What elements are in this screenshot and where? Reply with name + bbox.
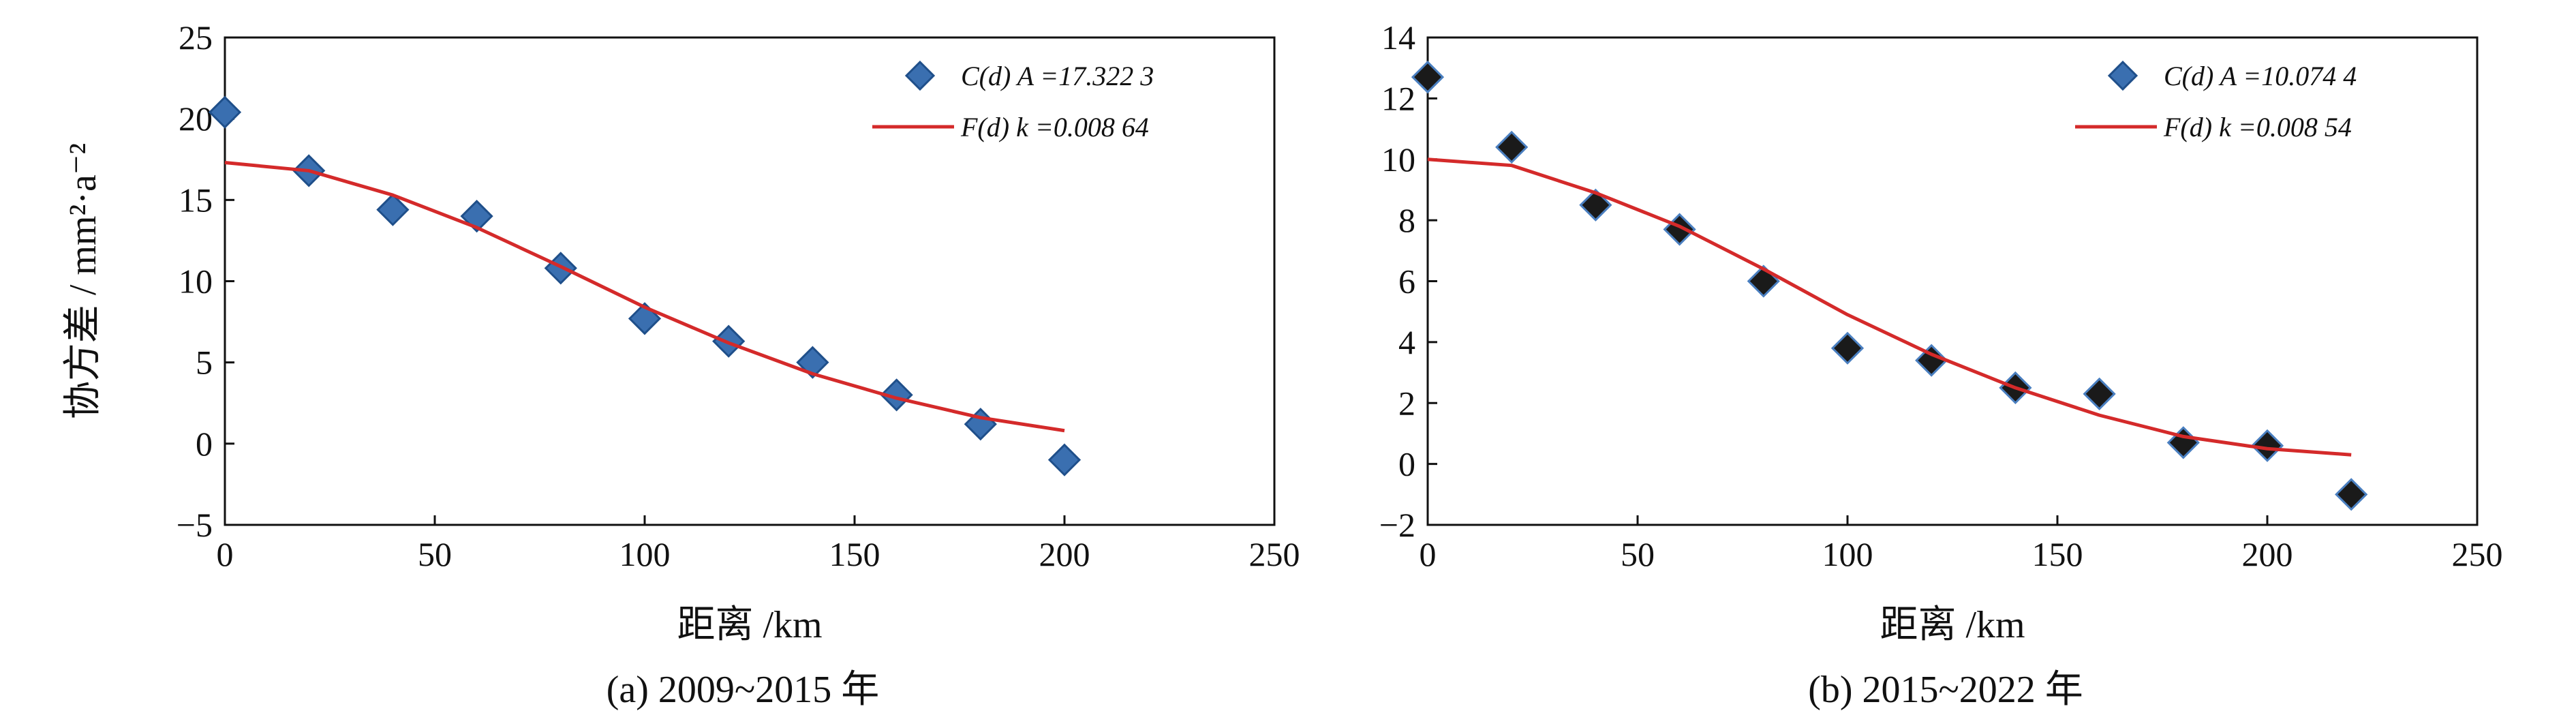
x-tick-label: 150	[2032, 535, 2083, 573]
data-point	[1915, 344, 1948, 377]
legend-marker-points	[2107, 60, 2138, 91]
y-tick-label: 5	[196, 344, 213, 382]
plot-frame	[224, 36, 1276, 526]
y-tick-label: 14	[1381, 18, 1415, 57]
x-tick-label: 50	[418, 535, 452, 573]
x-axis-title: 距离 /km	[677, 604, 822, 646]
x-tick-label: 250	[2452, 535, 2503, 573]
data-point	[1047, 443, 1082, 476]
x-tick-label: 250	[1249, 535, 1300, 573]
data-point	[1663, 213, 1696, 246]
y-tick-label: 0	[196, 425, 213, 463]
y-tick-label: 2	[1398, 384, 1415, 422]
x-tick-label: 0	[217, 535, 234, 573]
chart-caption: (b) 2015~2022 年	[1808, 669, 2083, 711]
y-tick-label: 25	[179, 18, 213, 57]
legend-entry-points: C(d) A =17.322 3	[961, 61, 1154, 91]
chart-caption: (a) 2009~2015 年	[607, 669, 879, 711]
y-tick-label: 8	[1398, 201, 1415, 239]
legend-entry-line: F(d) k =0.008 64	[960, 112, 1149, 142]
y-axis-title: 协方差 / mm²·a⁻²	[62, 143, 104, 419]
series-line-2	[1427, 157, 2352, 457]
y-tick-label: 20	[179, 100, 213, 138]
x-tick-label: 100	[619, 535, 671, 573]
data-point	[2250, 429, 2284, 462]
x-tick-label: 100	[1822, 535, 1873, 573]
data-point	[1411, 60, 1445, 94]
x-tick-label: 200	[2242, 535, 2293, 573]
data-point	[1495, 130, 1529, 164]
data-point	[376, 193, 410, 226]
y-tick-label: −2	[1379, 506, 1415, 544]
x-tick-label: 50	[1621, 535, 1655, 573]
x-tick-label: 150	[829, 535, 880, 573]
data-point	[2083, 377, 2116, 410]
y-tick-label: 15	[179, 181, 213, 219]
y-tick-label: 0	[1398, 445, 1415, 483]
y-tick-label: 6	[1398, 262, 1415, 301]
x-tick-label: 0	[1420, 535, 1437, 573]
y-tick-label: 12	[1381, 79, 1415, 117]
legend-entry-points: C(d) A =10.074 4	[2164, 61, 2357, 91]
x-axis-title: 距离 /km	[1880, 604, 2025, 646]
y-tick-label: 4	[1398, 323, 1415, 361]
x-tick-label: 200	[1039, 535, 1090, 573]
y-tick-label: 10	[1381, 140, 1415, 179]
data-point	[880, 378, 913, 412]
data-point	[208, 95, 242, 129]
legend-marker-points	[904, 60, 936, 91]
data-point	[2335, 478, 2368, 511]
data-point	[1830, 331, 1865, 365]
series-line-2	[224, 161, 1065, 433]
y-tick-label: 10	[179, 262, 213, 301]
legend-entry-line: F(d) k =0.008 54	[2163, 112, 2352, 142]
y-tick-label: −5	[177, 506, 213, 544]
